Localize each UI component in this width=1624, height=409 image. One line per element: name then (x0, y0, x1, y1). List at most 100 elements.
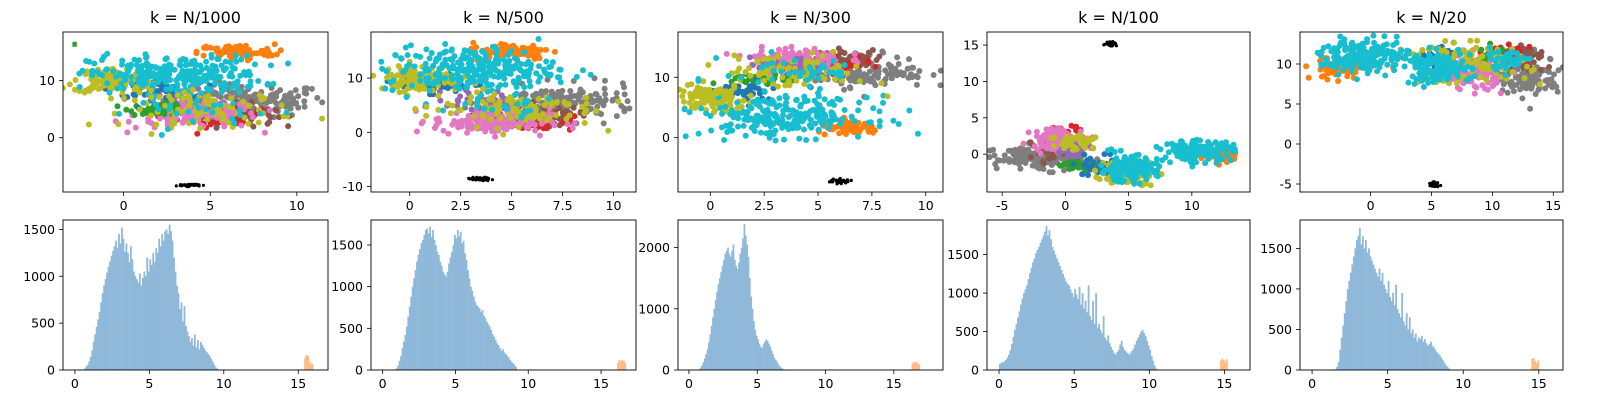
scatter-point (1555, 67, 1562, 74)
scatter-point (1218, 145, 1225, 152)
scatter-point (1049, 169, 1056, 176)
scatter-point (63, 73, 64, 75)
scatter-point (773, 112, 780, 119)
scatter-point (265, 49, 272, 55)
scatter-point (1019, 157, 1026, 164)
scatter-point (795, 124, 802, 131)
scatter-point (718, 86, 725, 93)
scatter-point (504, 97, 511, 104)
scatter-point (255, 78, 262, 84)
scatter-point (207, 44, 214, 51)
scatter-point (99, 72, 106, 79)
scatter-point (223, 93, 230, 100)
scatter-point (851, 51, 858, 57)
scatter-point (758, 43, 765, 50)
scatter-point (190, 118, 197, 125)
scatter-point (423, 112, 430, 119)
scatter-point (111, 110, 118, 117)
scatter-point (827, 180, 832, 184)
scatter-point (1508, 83, 1515, 90)
scatter-point (796, 135, 803, 142)
scatter-point (507, 115, 514, 122)
scatter-point (1096, 176, 1103, 183)
scatter-point (146, 107, 153, 114)
scatter-point (1227, 144, 1233, 151)
scatter-point (497, 121, 504, 128)
scatter-point (536, 63, 542, 70)
scatter-point (613, 90, 620, 97)
scatter-point (492, 133, 499, 140)
scatter-point (120, 85, 127, 92)
scatter-point (168, 97, 175, 103)
scatter-point (890, 117, 897, 124)
scatter-point (723, 50, 730, 57)
scatter-point (717, 104, 724, 111)
scatter-point (869, 77, 876, 84)
scatter-point (1532, 72, 1539, 79)
scatter-point (124, 129, 131, 136)
scatter-point (123, 106, 130, 113)
plot-area (678, 43, 943, 186)
scatter-point (490, 64, 497, 71)
scatter-point (1039, 133, 1046, 140)
scatter-point (700, 78, 707, 85)
scatter-point (751, 53, 758, 60)
scatter-point (816, 85, 823, 92)
scatter-point (876, 108, 883, 115)
scatter-point (870, 105, 877, 112)
scatter-point (876, 123, 883, 130)
scatter-point (167, 86, 174, 93)
y-tick-label: -5 (1280, 177, 1292, 192)
scatter-point (810, 106, 816, 113)
scatter-point (433, 122, 440, 128)
scatter-point (447, 110, 454, 117)
scatter-point (751, 118, 758, 125)
scatter-point (174, 81, 181, 88)
scatter-point (570, 78, 577, 84)
scatter-point (1532, 91, 1539, 97)
scatter-point (447, 56, 454, 63)
scatter-point (228, 54, 235, 61)
scatter-point (536, 132, 543, 139)
scatter-point (155, 106, 162, 113)
scatter-point (115, 121, 122, 128)
scatter-point (470, 113, 477, 120)
scatter-point (474, 99, 481, 106)
scatter-point (725, 73, 732, 79)
scatter-point (431, 79, 438, 86)
scatter-point (680, 88, 687, 95)
scatter-point (267, 98, 274, 105)
scatter-point (455, 124, 462, 131)
scatter-point (484, 176, 488, 180)
scatter-point (72, 77, 79, 83)
scatter-point (433, 116, 440, 123)
scatter-point (401, 88, 408, 95)
scatter-point (270, 80, 277, 87)
scatter-point (815, 75, 822, 82)
scatter-point (194, 130, 201, 137)
scatter-point (731, 52, 738, 59)
scatter-point (839, 116, 846, 123)
scatter-point (180, 95, 187, 102)
scatter-point (117, 72, 124, 79)
x-tick-label: 10 (289, 198, 305, 213)
scatter-point (177, 57, 184, 64)
scatter-point (801, 93, 808, 100)
scatter-point (182, 56, 189, 63)
scatter-point (915, 130, 921, 137)
scatter-point (185, 183, 189, 187)
scatter-point (867, 119, 874, 126)
scatter-point (537, 115, 543, 122)
scatter-point (1119, 166, 1126, 173)
x-tick-label: 0 (1367, 198, 1375, 213)
scatter-point (679, 93, 686, 100)
scatter-point (440, 127, 447, 134)
y-tick-label: 15 (963, 38, 979, 53)
scatter-point (876, 53, 883, 60)
scatter-point (238, 122, 245, 129)
scatter-point (793, 97, 800, 104)
scatter-point (474, 104, 481, 111)
scatter-point (686, 109, 693, 116)
scatter-point (1147, 182, 1154, 189)
scatter-point (1149, 167, 1156, 174)
